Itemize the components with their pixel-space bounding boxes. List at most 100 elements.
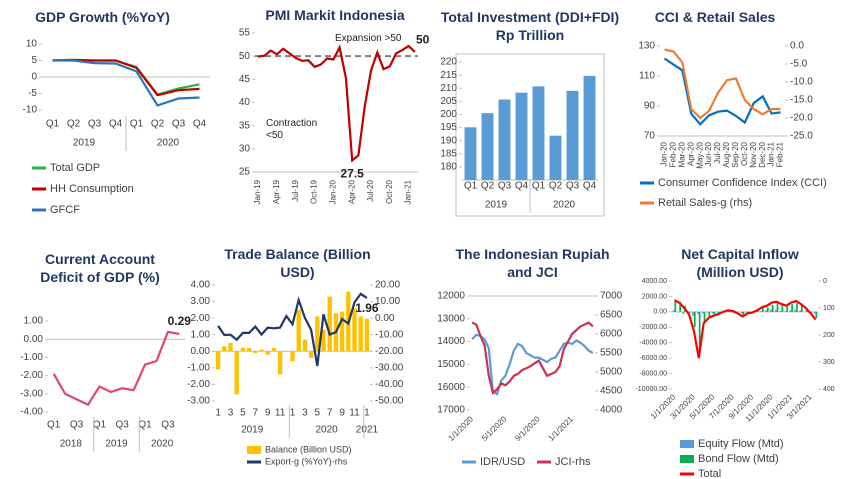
x-tick-label: Q1 bbox=[46, 119, 60, 130]
x-tick-label: Q3 bbox=[566, 181, 580, 192]
x-group-label: 2019 bbox=[105, 439, 128, 450]
x-tick-label: 9 bbox=[339, 408, 345, 419]
y-tick-label: 1.00 bbox=[191, 329, 211, 340]
bar bbox=[679, 301, 682, 312]
y2-tick-label: 5000 bbox=[600, 367, 623, 378]
bar bbox=[716, 311, 719, 313]
x-tick-label: Jan-20 bbox=[328, 179, 337, 204]
legend-swatch bbox=[247, 446, 261, 454]
x-tick-label: Jun-20 bbox=[704, 141, 713, 166]
y-tick-label: 55 bbox=[239, 28, 251, 39]
y2-tick-label: -10.00 bbox=[375, 329, 404, 340]
bar bbox=[791, 304, 793, 312]
x-group-label: 2020 bbox=[315, 425, 338, 436]
y-tick-label: 5 bbox=[31, 55, 37, 66]
bar bbox=[766, 307, 769, 312]
x-tick-label: Sep-20 bbox=[731, 141, 740, 167]
x-tick-label: 3 bbox=[228, 408, 234, 419]
bar bbox=[701, 311, 704, 314]
y2-tick-label: -10.0 bbox=[790, 77, 813, 88]
legend-label: GFCF bbox=[50, 204, 80, 216]
bar bbox=[498, 99, 511, 180]
bar bbox=[796, 303, 798, 312]
bar bbox=[692, 311, 694, 316]
y2-tick-label: 20.00 bbox=[375, 280, 400, 291]
y2-tick-label: 0.00 bbox=[375, 313, 395, 324]
x-group-label: 2018 bbox=[60, 439, 83, 450]
y-tick-label: -4000.00 bbox=[639, 340, 667, 347]
bar bbox=[742, 311, 745, 315]
chart-title: CCI & Retail Sales bbox=[654, 9, 776, 25]
x-group-label: 2020 bbox=[553, 200, 576, 211]
y-tick-label: 190 bbox=[440, 135, 457, 146]
x-tick-label: Aug-20 bbox=[722, 141, 731, 167]
bar bbox=[302, 339, 308, 352]
x-tick-label: Q1 bbox=[464, 181, 478, 192]
x-tick-label: May-20 bbox=[695, 141, 704, 168]
x-tick-label: 1/1/2021 bbox=[547, 414, 576, 443]
bar bbox=[706, 311, 709, 313]
x-tick-label: 9 bbox=[265, 408, 271, 419]
x-tick-label: Q3 bbox=[161, 420, 175, 431]
y-tick-label: 13000 bbox=[437, 313, 465, 324]
bar bbox=[481, 113, 494, 180]
y2-tick-label: 6000 bbox=[600, 329, 623, 340]
x-tick-label: 1 bbox=[215, 408, 221, 419]
bar bbox=[799, 310, 801, 312]
y-tick-label: 4.00 bbox=[191, 280, 211, 291]
y-tick-label: 50 bbox=[239, 51, 251, 62]
y-tick-label: 110 bbox=[639, 71, 655, 82]
bar bbox=[815, 311, 818, 319]
bar bbox=[215, 351, 221, 370]
x-tick-label: Feb-20 bbox=[669, 141, 678, 167]
annotation: Contraction <50 bbox=[266, 118, 318, 141]
chart-title: Total Investment (DDI+FDI) Rp Trillion bbox=[440, 9, 620, 43]
bar bbox=[515, 92, 528, 180]
bar bbox=[549, 135, 562, 180]
x-tick-label: Jul-20 bbox=[713, 141, 722, 163]
chart-frame bbox=[455, 53, 605, 217]
x-tick-label: 9/1/2020 bbox=[513, 414, 542, 443]
bar bbox=[711, 311, 714, 314]
x-group-label: 2020 bbox=[157, 138, 180, 149]
x-tick-label: Apr-19 bbox=[272, 179, 281, 204]
bar bbox=[228, 343, 233, 352]
x-tick-label: Mar-20 bbox=[677, 141, 686, 167]
y-tick-label: 10 bbox=[26, 39, 38, 50]
y2-tick-label: 0 bbox=[823, 278, 827, 285]
y2-tick-label: 7000 bbox=[600, 291, 623, 302]
y-tick-label: -2000.00 bbox=[639, 324, 667, 331]
y-tick-label: 205 bbox=[440, 96, 457, 107]
bar bbox=[677, 311, 680, 313]
y2-tick-label: 200 bbox=[823, 332, 835, 339]
y-tick-label: 210 bbox=[440, 83, 457, 94]
y-tick-label: 0 bbox=[31, 72, 37, 83]
y-tick-label: -2.00 bbox=[20, 370, 43, 381]
legend-label: IDR/USD bbox=[480, 456, 525, 468]
x-tick-label: Jul-19 bbox=[291, 179, 300, 201]
y2-tick-label: 300 bbox=[823, 359, 835, 366]
annotation: Expansion >50 bbox=[335, 33, 402, 44]
bar bbox=[765, 310, 767, 312]
y-tick-label: 14000 bbox=[437, 336, 465, 347]
bar bbox=[708, 311, 711, 318]
bar bbox=[760, 311, 763, 312]
y-tick-label: -1.00 bbox=[20, 352, 43, 363]
y-tick-label: 40 bbox=[239, 97, 251, 108]
bar bbox=[246, 347, 252, 352]
bar bbox=[222, 346, 227, 352]
y-tick-label: -4.00 bbox=[20, 407, 43, 418]
x-tick-label: Oct-20 bbox=[385, 179, 394, 204]
bar bbox=[781, 304, 784, 312]
x-tick-label: Q3 bbox=[498, 181, 512, 192]
y-tick-label: 0.00 bbox=[653, 309, 667, 316]
bar bbox=[583, 75, 596, 180]
y2-tick-label: 0.0 bbox=[790, 41, 804, 52]
bar bbox=[271, 347, 277, 352]
line bbox=[471, 333, 594, 396]
bar bbox=[566, 90, 579, 180]
legend-label: Total GDP bbox=[50, 162, 100, 174]
bar bbox=[774, 310, 777, 312]
x-tick-label: Apr-20 bbox=[686, 141, 695, 166]
bar bbox=[813, 311, 816, 314]
